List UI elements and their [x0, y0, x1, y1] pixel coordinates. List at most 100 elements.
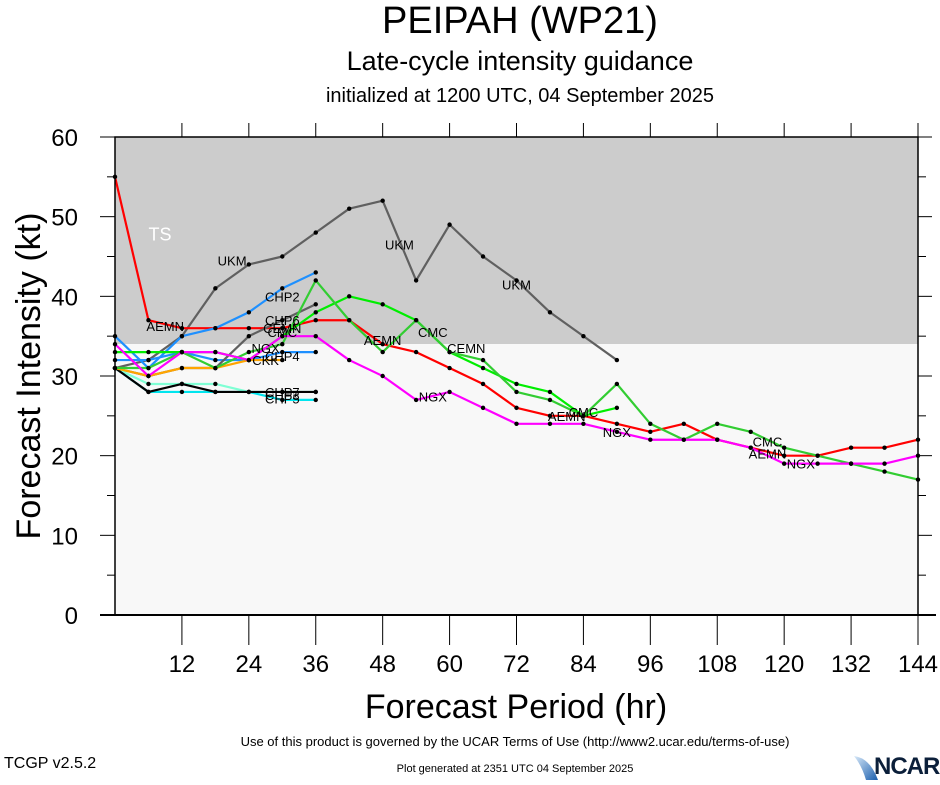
- data-point: [246, 326, 252, 331]
- y-axis-label: Forecast Intensity (kt): [10, 213, 48, 540]
- series-label: CHP4: [265, 349, 300, 364]
- data-point: [280, 333, 285, 339]
- data-point: [514, 405, 519, 411]
- series-label: NGX: [787, 457, 816, 472]
- data-point: [246, 262, 252, 267]
- series-label: UKM: [218, 253, 247, 268]
- data-point: [882, 461, 887, 466]
- data-point: [146, 381, 151, 387]
- series-label: CHP2: [265, 289, 300, 304]
- x-tick-label: 132: [831, 651, 871, 678]
- data-point: [179, 389, 185, 395]
- data-point: [380, 302, 385, 307]
- data-point: [280, 326, 285, 331]
- data-point: [313, 389, 318, 395]
- data-point: [413, 318, 419, 323]
- data-point: [447, 389, 452, 395]
- data-point: [480, 365, 486, 371]
- series-label: CHP6: [265, 313, 300, 328]
- data-point: [480, 357, 486, 363]
- series-label: NGX: [419, 390, 448, 405]
- x-tick-label: 36: [302, 651, 329, 678]
- data-point: [146, 318, 151, 323]
- y-tick-label: 20: [51, 444, 78, 471]
- intensity-band: [115, 137, 918, 345]
- data-point: [648, 429, 653, 434]
- data-point: [547, 389, 553, 395]
- data-point: [313, 349, 318, 355]
- x-axis-label: Forecast Period (hr): [365, 688, 667, 726]
- terms-of-use-text: Use of this product is governed by the U…: [240, 734, 790, 749]
- y-tick-label: 50: [51, 205, 78, 232]
- data-point: [614, 381, 620, 387]
- data-point: [246, 357, 252, 363]
- data-point: [581, 333, 586, 339]
- data-point: [380, 198, 385, 203]
- data-point: [715, 421, 720, 426]
- data-point: [280, 318, 285, 323]
- data-point: [380, 341, 385, 347]
- x-tick-label: 96: [637, 651, 664, 678]
- data-point: [213, 349, 218, 355]
- data-point: [179, 349, 185, 355]
- data-point: [413, 397, 419, 403]
- data-point: [347, 206, 352, 211]
- data-point: [313, 302, 318, 307]
- data-point: [280, 349, 285, 355]
- data-point: [648, 437, 653, 442]
- x-tick-label: 108: [697, 651, 737, 678]
- data-point: [146, 365, 151, 371]
- data-point: [614, 405, 620, 411]
- series-label: CMC: [267, 325, 297, 340]
- data-point: [581, 421, 586, 426]
- data-point: [514, 278, 519, 283]
- data-point: [815, 453, 820, 458]
- data-point: [514, 421, 519, 426]
- series-label: CEMN: [447, 341, 485, 356]
- data-point: [313, 333, 318, 339]
- data-point: [848, 461, 854, 466]
- data-point: [246, 310, 252, 315]
- data-point: [614, 421, 620, 426]
- data-point: [447, 222, 452, 227]
- data-point: [313, 278, 318, 283]
- series-label: CHP5: [265, 391, 300, 406]
- data-point: [681, 437, 686, 442]
- series-label: UKM: [385, 238, 414, 253]
- data-point: [246, 333, 252, 339]
- chart-init-time: initialized at 1200 UTC, 04 September 20…: [325, 85, 714, 107]
- y-tick-label: 10: [51, 523, 78, 550]
- data-point: [715, 437, 720, 442]
- data-point: [280, 357, 285, 363]
- data-point: [547, 413, 553, 419]
- data-point: [213, 326, 218, 331]
- data-point: [313, 310, 318, 315]
- data-point: [146, 357, 151, 363]
- x-tick-label: 24: [235, 651, 262, 678]
- data-point: [213, 389, 218, 395]
- series-label: NGX: [251, 341, 280, 356]
- data-point: [882, 445, 887, 450]
- series-label: CMC: [753, 434, 783, 449]
- data-point: [179, 326, 185, 331]
- data-point: [581, 413, 586, 419]
- series-label: AEMN: [364, 333, 402, 348]
- series-ngx: [112, 333, 921, 466]
- data-point: [179, 365, 185, 371]
- data-point: [480, 381, 486, 387]
- data-point: [380, 373, 385, 379]
- series-line-ukm: [114, 199, 618, 370]
- y-tick-label: 30: [51, 364, 78, 391]
- x-tick-label: 72: [503, 651, 530, 678]
- data-point: [781, 445, 787, 450]
- data-point: [380, 349, 385, 355]
- ncar-logo-text: NCAR: [874, 753, 940, 780]
- generated-time: Plot generated at 2351 UTC 04 September …: [396, 763, 634, 775]
- data-point: [882, 469, 887, 474]
- data-point: [781, 453, 787, 458]
- series-label: AEMN: [749, 446, 787, 461]
- data-point: [748, 429, 753, 434]
- data-point: [480, 254, 486, 259]
- data-point: [313, 397, 318, 403]
- x-tick-label: 144: [898, 651, 938, 678]
